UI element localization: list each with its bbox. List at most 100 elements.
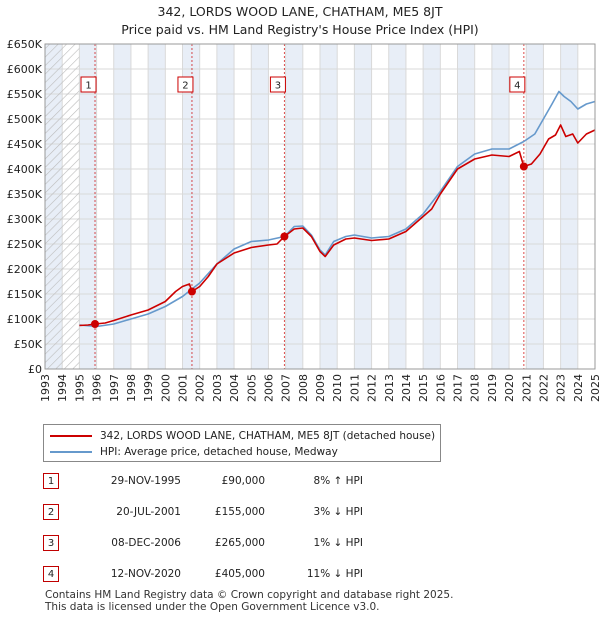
x-tick-label: 2021 (520, 374, 533, 402)
x-tick-label: 2022 (537, 374, 550, 402)
year-band (148, 44, 166, 369)
x-tick-label: 2012 (366, 374, 379, 402)
footer-line-2: This data is licensed under the Open Gov… (45, 601, 380, 613)
sale-badge-label: 2 (182, 81, 188, 92)
chart-title: 342, LORDS WOOD LANE, CHATHAM, ME5 8JT P… (0, 3, 600, 39)
footer-attribution: Contains HM Land Registry data © Crown c… (45, 589, 453, 613)
transaction-price: £405,000 (214, 568, 265, 580)
y-tick-label: £100K (7, 313, 43, 326)
sale-badge (269, 76, 286, 93)
transaction-number: 1 (43, 473, 59, 489)
x-tick-label: 2000 (159, 374, 172, 402)
legend-swatch-hpi (50, 451, 92, 453)
x-tick-label: 2004 (228, 374, 241, 402)
footer-line-1: Contains HM Land Registry data © Crown c… (45, 589, 454, 601)
sale-point (519, 162, 528, 171)
year-band (182, 44, 200, 369)
x-tick-label: 1993 (39, 374, 52, 402)
x-tick-label: 2016 (434, 374, 447, 402)
sale-badge-label: 1 (85, 81, 91, 92)
table-row: 4 12-NOV-2020 £405,000 11% ↓ HPI (43, 564, 563, 586)
legend-label-property: 342, LORDS WOOD LANE, CHATHAM, ME5 8JT (… (100, 430, 436, 442)
x-tick-label: 2001 (177, 374, 190, 402)
title-line-1: 342, LORDS WOOD LANE, CHATHAM, ME5 8JT (157, 4, 443, 19)
x-tick-label: 1995 (73, 374, 86, 402)
year-band (320, 44, 338, 369)
x-tick-label: 2018 (469, 374, 482, 402)
x-tick-label: 2017 (452, 374, 465, 402)
year-band (457, 44, 475, 369)
x-tick-label: 2005 (245, 374, 258, 402)
y-tick-label: £450K (7, 138, 43, 151)
x-tick-label: 2023 (555, 374, 568, 402)
transaction-hpi-diff: 3% ↓ HPI (313, 506, 363, 518)
transaction-date: 20-JUL-2001 (116, 506, 181, 518)
year-band (560, 44, 578, 369)
y-tick-label: £250K (7, 238, 43, 251)
y-tick-label: £150K (7, 288, 43, 301)
year-band (113, 44, 131, 369)
sale-point (91, 320, 100, 328)
x-tick-label: 2014 (400, 374, 413, 402)
year-band (526, 44, 544, 369)
legend-item-property: 342, LORDS WOOD LANE, CHATHAM, ME5 8JT (… (50, 428, 435, 444)
year-band (79, 44, 97, 369)
sale-point (187, 287, 196, 296)
x-tick-label: 2011 (348, 374, 361, 402)
legend-item-hpi: HPI: Average price, detached house, Medw… (50, 444, 338, 460)
sale-badge (177, 76, 194, 93)
x-tick-label: 2020 (503, 374, 516, 402)
year-band (491, 44, 510, 369)
y-tick-label: £200K (7, 263, 43, 276)
property-series-line (79, 124, 596, 327)
y-tick-label: £650K (7, 38, 43, 51)
x-tick-label: 1999 (142, 374, 155, 402)
table-row: 1 29-NOV-1995 £90,000 8% ↑ HPI (43, 471, 563, 493)
transaction-hpi-diff: 11% ↓ HPI (306, 568, 363, 580)
transaction-hpi-diff: 1% ↓ HPI (313, 537, 363, 549)
x-tick-label: 2008 (297, 374, 310, 402)
year-band (251, 44, 269, 369)
chart-legend: 342, LORDS WOOD LANE, CHATHAM, ME5 8JT (… (43, 424, 441, 462)
x-tick-label: 2013 (383, 374, 396, 402)
x-tick-label: 1998 (125, 374, 138, 402)
transaction-price: £265,000 (214, 537, 265, 549)
x-tick-label: 2010 (331, 374, 344, 402)
transaction-number: 3 (43, 535, 59, 551)
table-row: 3 08-DEC-2006 £265,000 1% ↓ HPI (43, 533, 563, 555)
sale-badge (80, 76, 97, 93)
transaction-date: 12-NOV-2020 (110, 568, 181, 580)
x-tick-label: 2009 (314, 374, 327, 402)
sale-badge (509, 76, 526, 93)
x-tick-label: 2002 (194, 374, 207, 402)
transaction-price: £90,000 (221, 475, 265, 487)
year-band (216, 44, 235, 369)
transaction-number: 4 (43, 566, 59, 582)
x-tick-label: 2015 (417, 374, 430, 402)
y-tick-label: £400K (7, 163, 43, 176)
transaction-number: 2 (43, 504, 59, 520)
transaction-date: 29-NOV-1995 (110, 475, 181, 487)
x-tick-label: 2024 (572, 374, 585, 402)
x-tick-label: 1997 (108, 374, 121, 402)
pre-data-hatch (45, 44, 80, 369)
x-tick-label: 2025 (589, 374, 600, 402)
y-tick-label: £50K (14, 338, 43, 351)
sale-badge-label: 3 (275, 81, 281, 92)
legend-label-hpi: HPI: Average price, detached house, Medw… (100, 446, 338, 458)
x-tick-label: 2003 (211, 374, 224, 402)
y-tick-label: £500K (7, 113, 43, 126)
x-tick-label: 2006 (262, 374, 275, 402)
y-tick-label: £600K (7, 63, 43, 76)
x-tick-label: 2019 (486, 374, 499, 402)
plot-frame (44, 43, 596, 370)
table-row: 2 20-JUL-2001 £155,000 3% ↓ HPI (43, 502, 563, 524)
year-band (285, 44, 303, 369)
sale-point (280, 232, 289, 241)
x-tick-label: 1996 (91, 374, 104, 402)
y-tick-label: £300K (7, 213, 43, 226)
year-band (388, 44, 406, 369)
year-band (423, 44, 441, 369)
y-tick-label: £550K (7, 88, 43, 101)
legend-swatch-property (50, 435, 92, 437)
